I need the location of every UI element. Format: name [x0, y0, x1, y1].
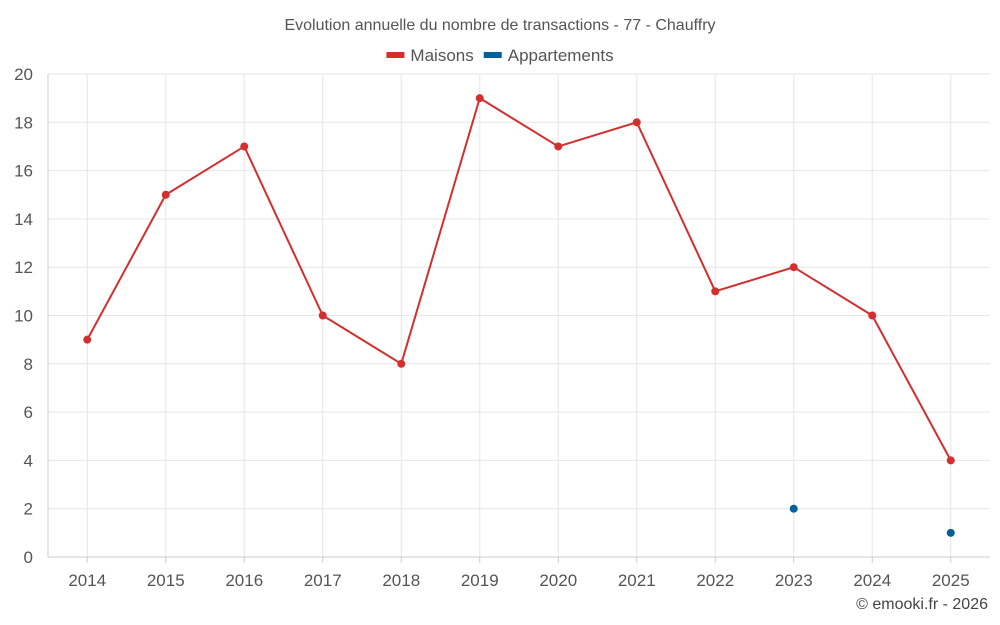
x-tick-label: 2015 [147, 571, 185, 590]
y-tick-label: 18 [14, 113, 33, 132]
x-tick-label: 2021 [618, 571, 656, 590]
legend-item-appartements: Appartements [483, 46, 614, 65]
y-tick-label: 10 [14, 307, 33, 326]
legend-swatch [386, 52, 405, 58]
data-point-appartements [946, 528, 955, 537]
y-tick-label: 16 [14, 162, 33, 181]
series-maisons [83, 94, 955, 465]
x-tick-label: 2023 [775, 571, 813, 590]
data-point-maisons [632, 118, 641, 127]
y-tick-label: 12 [14, 258, 33, 277]
x-tick-label: 2018 [382, 571, 420, 590]
data-point-maisons [554, 142, 563, 151]
data-point-appartements [789, 504, 798, 513]
chart-grid [48, 73, 990, 558]
y-tick-label: 8 [24, 355, 33, 374]
legend-label: Maisons [410, 46, 473, 65]
legend-label: Appartements [508, 46, 614, 65]
x-tick-label: 2025 [932, 571, 970, 590]
x-axis: 2014 2015 2016 2017 2018 2019 2020 2021 2022 2023… [48, 556, 990, 590]
data-point-maisons [475, 94, 484, 103]
data-point-maisons [83, 335, 92, 344]
x-tick-label: 2016 [225, 571, 263, 590]
data-point-maisons [240, 142, 249, 151]
x-tick-label: 2024 [853, 571, 891, 590]
data-point-maisons [868, 311, 877, 320]
x-tick-label: 2019 [461, 571, 499, 590]
series-line-maisons [86, 97, 952, 461]
data-point-maisons [946, 456, 955, 465]
y-tick-label: 2 [24, 500, 33, 519]
series-appartements [789, 504, 955, 537]
x-tick-label: 2022 [696, 571, 734, 590]
x-tick-label: 2020 [539, 571, 577, 590]
y-tick-label: 14 [14, 210, 33, 229]
y-tick-label: 4 [24, 451, 33, 470]
data-point-maisons [711, 287, 720, 296]
data-point-maisons [397, 359, 406, 368]
legend-item-maisons: Maisons [386, 46, 474, 65]
y-tick-label: 20 [14, 65, 33, 84]
chart-legend: Maisons Appartements [386, 46, 614, 65]
footer-credit: © emooki.fr - 2026 [856, 596, 988, 613]
chart-series [83, 94, 955, 537]
chart-title: Evolution annuelle du nombre de transact… [284, 17, 715, 34]
y-tick-label: 0 [24, 548, 33, 567]
data-point-maisons [161, 190, 170, 199]
y-axis: 0 2 4 6 8 10 12 14 16 18 20 [14, 65, 49, 567]
data-point-maisons [318, 311, 327, 320]
data-point-maisons [789, 263, 798, 272]
x-tick-label: 2017 [304, 571, 342, 590]
y-tick-label: 6 [24, 403, 33, 422]
legend-swatch [483, 52, 502, 58]
x-tick-label: 2014 [68, 571, 106, 590]
